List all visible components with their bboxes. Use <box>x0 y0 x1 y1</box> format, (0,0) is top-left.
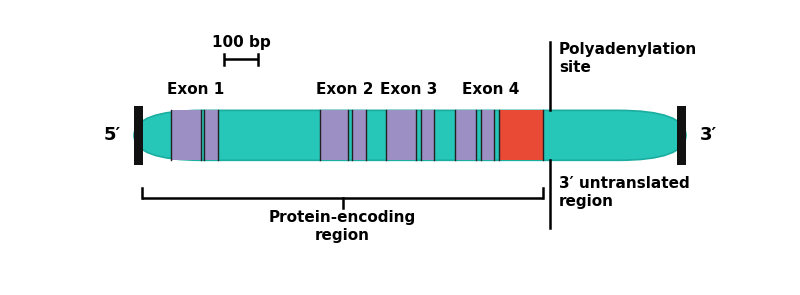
Bar <box>454 110 476 160</box>
Text: Exon 1: Exon 1 <box>167 82 225 97</box>
Bar <box>320 110 348 160</box>
Text: 100 bp: 100 bp <box>212 35 270 50</box>
Bar <box>498 110 543 160</box>
Text: Polyadenylation
site: Polyadenylation site <box>558 42 697 75</box>
Bar <box>204 110 218 160</box>
FancyBboxPatch shape <box>134 110 686 160</box>
Bar <box>352 110 366 160</box>
Text: Exon 4: Exon 4 <box>462 82 519 97</box>
Text: Exon 3: Exon 3 <box>380 82 438 97</box>
Text: 3′: 3′ <box>699 126 717 144</box>
Bar <box>678 106 686 165</box>
Bar <box>171 110 201 160</box>
Bar <box>134 106 142 165</box>
Text: 3′ untranslated
region: 3′ untranslated region <box>558 176 690 209</box>
Bar <box>386 110 416 160</box>
Bar <box>481 110 494 160</box>
Bar <box>421 110 434 160</box>
Text: Protein-encoding
region: Protein-encoding region <box>268 210 415 243</box>
Text: 5′: 5′ <box>103 126 121 144</box>
Text: Exon 2: Exon 2 <box>316 82 374 97</box>
